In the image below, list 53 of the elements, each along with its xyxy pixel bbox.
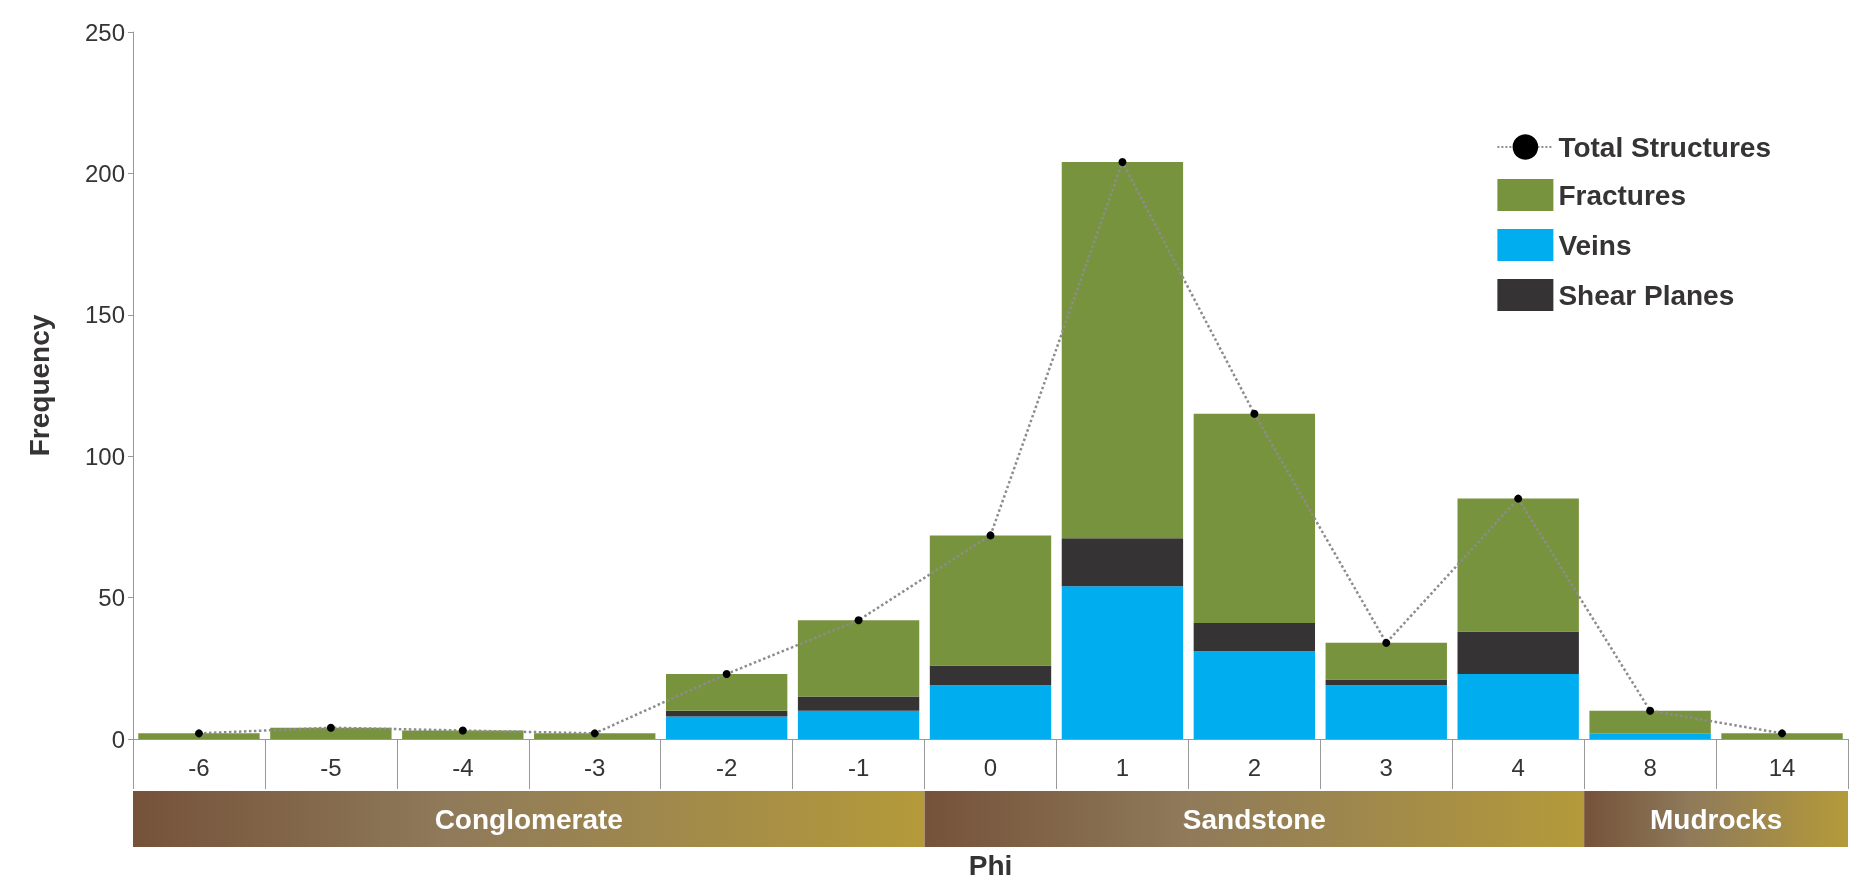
bar bbox=[1457, 498, 1579, 632]
bar bbox=[138, 733, 260, 739]
x-axis-title: Phi bbox=[968, 849, 1013, 881]
y-tick-label: 200 bbox=[84, 159, 125, 187]
x-tick-label: 1 bbox=[1115, 753, 1130, 781]
bar bbox=[929, 535, 1052, 666]
legend-label: Total Structures bbox=[1558, 131, 1771, 163]
bar bbox=[1721, 733, 1843, 739]
x-tick-label: 4 bbox=[1511, 753, 1525, 781]
bar bbox=[1193, 413, 1316, 624]
bar bbox=[270, 727, 392, 739]
bar bbox=[1061, 538, 1184, 587]
bar bbox=[797, 710, 920, 739]
bar bbox=[797, 620, 920, 697]
bar bbox=[1193, 651, 1316, 739]
y-tick-label: 250 bbox=[84, 18, 125, 46]
x-tick-label: -3 bbox=[584, 753, 606, 781]
text: Sandstone bbox=[1182, 803, 1326, 835]
bar bbox=[1457, 631, 1579, 674]
bar bbox=[1589, 733, 1711, 739]
text: Conglomerate bbox=[434, 803, 623, 835]
bar bbox=[1061, 162, 1184, 539]
bar bbox=[1589, 710, 1711, 734]
y-tick-label: 50 bbox=[98, 584, 125, 612]
bar bbox=[1325, 642, 1447, 680]
bar bbox=[1061, 586, 1184, 739]
bar bbox=[665, 673, 788, 711]
x-tick-label: -5 bbox=[320, 753, 342, 781]
bar bbox=[1193, 623, 1316, 652]
bar bbox=[1457, 673, 1579, 739]
bar bbox=[929, 665, 1052, 686]
y-tick-label: 100 bbox=[84, 442, 125, 470]
y-axis-title: Frequency bbox=[23, 314, 55, 457]
bar bbox=[929, 685, 1052, 739]
bar bbox=[797, 696, 920, 711]
legend-label: Fractures bbox=[1558, 179, 1686, 211]
legend-label: Veins bbox=[1558, 229, 1632, 261]
x-tick-label: 3 bbox=[1379, 753, 1393, 781]
x-tick-label: 2 bbox=[1247, 753, 1262, 781]
x-tick-label: 14 bbox=[1768, 753, 1796, 781]
x-tick-label: -2 bbox=[715, 753, 738, 781]
bar bbox=[534, 733, 656, 739]
bar bbox=[1325, 685, 1447, 739]
y-tick-label: 150 bbox=[84, 301, 125, 329]
bar bbox=[665, 716, 788, 739]
x-tick-label: 8 bbox=[1643, 753, 1657, 781]
x-tick-label: 0 bbox=[983, 753, 998, 781]
legend-label: Shear Planes bbox=[1558, 279, 1735, 311]
x-tick-label: -1 bbox=[847, 753, 870, 781]
x-tick-label: -4 bbox=[452, 753, 474, 781]
text: Mudrocks bbox=[1649, 803, 1783, 835]
y-tick-label: 0 bbox=[111, 725, 125, 753]
x-tick-label: -6 bbox=[188, 753, 210, 781]
